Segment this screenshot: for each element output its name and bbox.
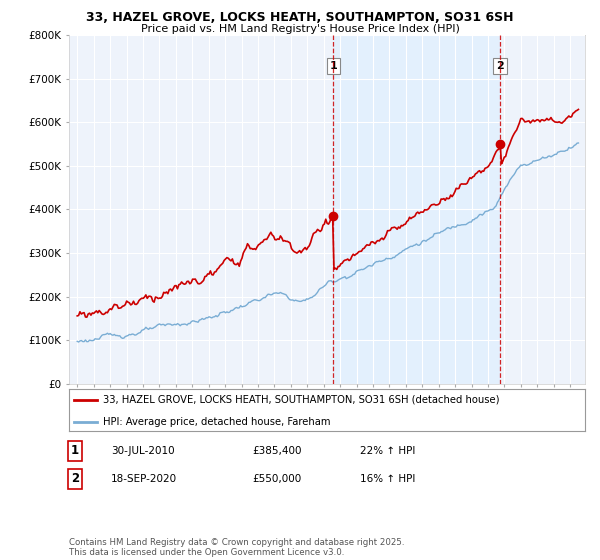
Text: £385,400: £385,400 [252,446,302,456]
Text: 2: 2 [71,472,79,486]
Text: 22% ↑ HPI: 22% ↑ HPI [360,446,415,456]
Text: 2: 2 [496,60,504,71]
Text: 16% ↑ HPI: 16% ↑ HPI [360,474,415,484]
Text: Contains HM Land Registry data © Crown copyright and database right 2025.
This d: Contains HM Land Registry data © Crown c… [69,538,404,557]
Text: Price paid vs. HM Land Registry's House Price Index (HPI): Price paid vs. HM Land Registry's House … [140,24,460,34]
Bar [333,35,500,384]
Text: 18-SEP-2020: 18-SEP-2020 [111,474,177,484]
Text: HPI: Average price, detached house, Fareham: HPI: Average price, detached house, Fare… [103,417,330,427]
Text: £550,000: £550,000 [252,474,301,484]
Text: 30-JUL-2010: 30-JUL-2010 [111,446,175,456]
Text: 33, HAZEL GROVE, LOCKS HEATH, SOUTHAMPTON, SO31 6SH (detached house): 33, HAZEL GROVE, LOCKS HEATH, SOUTHAMPTO… [103,395,499,405]
Text: 1: 1 [329,60,337,71]
Text: 1: 1 [71,444,79,458]
Text: 33, HAZEL GROVE, LOCKS HEATH, SOUTHAMPTON, SO31 6SH: 33, HAZEL GROVE, LOCKS HEATH, SOUTHAMPTO… [86,11,514,24]
